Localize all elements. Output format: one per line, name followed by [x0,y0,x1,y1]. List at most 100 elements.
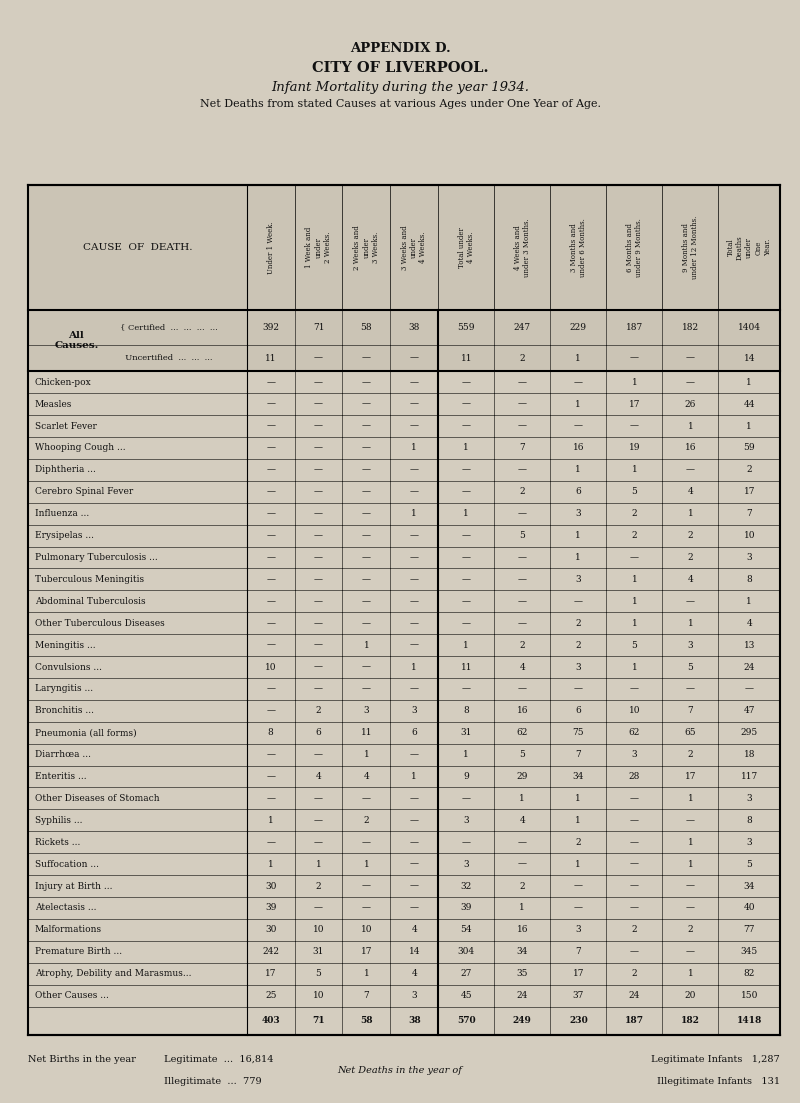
Text: —: — [630,838,639,847]
Text: Net Deaths from stated Causes at various Ages under One Year of Age.: Net Deaths from stated Causes at various… [199,99,601,109]
Text: 187: 187 [626,323,643,332]
Text: 20: 20 [685,992,696,1000]
Text: 17: 17 [265,970,277,978]
Text: —: — [630,816,639,825]
Text: 32: 32 [461,881,472,890]
Text: —: — [462,399,470,409]
Text: 559: 559 [458,323,475,332]
Text: —: — [314,553,323,563]
Text: 1: 1 [631,663,638,672]
Text: —: — [362,354,371,363]
Text: 26: 26 [685,399,696,409]
Text: —: — [518,619,526,628]
Text: 5: 5 [687,663,694,672]
Text: —: — [518,597,526,606]
Text: —: — [362,465,371,474]
Text: —: — [314,510,323,518]
Text: —: — [462,553,470,563]
Text: 1: 1 [463,641,469,650]
Text: 1: 1 [631,575,638,583]
Text: 31: 31 [313,947,324,956]
Text: Whooping Cough ...: Whooping Cough ... [34,443,125,452]
Text: 2: 2 [363,816,370,825]
Text: —: — [266,443,275,452]
Text: 17: 17 [743,488,755,496]
Text: —: — [266,575,275,583]
Text: 19: 19 [629,443,640,452]
Text: 11: 11 [461,354,472,363]
Text: 6: 6 [575,488,582,496]
Text: —: — [314,750,323,759]
Text: 65: 65 [685,728,696,737]
Text: 6: 6 [411,728,417,737]
Text: Other Causes ...: Other Causes ... [34,992,109,1000]
Text: Syphilis ...: Syphilis ... [34,816,82,825]
Text: 8: 8 [746,575,752,583]
Text: 2: 2 [575,619,581,628]
Text: —: — [518,838,526,847]
Text: —: — [266,488,275,496]
Text: 2: 2 [631,510,637,518]
Text: 17: 17 [685,772,696,781]
Text: —: — [266,465,275,474]
Text: 31: 31 [461,728,472,737]
Text: 1: 1 [631,619,638,628]
Text: —: — [686,465,695,474]
Text: —: — [686,354,695,363]
Text: 117: 117 [741,772,758,781]
Text: —: — [314,663,323,672]
Text: 2: 2 [631,970,637,978]
Text: Erysipelas ...: Erysipelas ... [34,532,94,540]
Text: 1: 1 [631,465,638,474]
Bar [28,185,780,310]
Text: 29: 29 [517,772,528,781]
Text: Other Tuberculous Diseases: Other Tuberculous Diseases [34,619,164,628]
Text: 403: 403 [262,1016,280,1026]
Text: —: — [410,881,418,890]
Text: 2: 2 [631,925,637,934]
Text: 7: 7 [687,706,694,716]
Text: —: — [362,378,371,387]
Text: 2: 2 [316,706,322,716]
Text: 4: 4 [746,619,752,628]
Text: 4: 4 [316,772,322,781]
Text: 570: 570 [457,1016,475,1026]
Text: 71: 71 [312,1016,325,1026]
Text: 58: 58 [361,323,372,332]
Text: Infant Mortality during the year 1934.: Infant Mortality during the year 1934. [271,81,529,94]
Text: 47: 47 [743,706,755,716]
Text: —: — [266,772,275,781]
Text: 37: 37 [573,992,584,1000]
Text: 2: 2 [688,532,694,540]
Text: —: — [362,663,371,672]
Text: —: — [686,378,695,387]
Text: —: — [518,685,526,694]
Text: —: — [314,378,323,387]
Text: 14: 14 [409,947,420,956]
Text: 27: 27 [461,970,472,978]
Text: —: — [630,553,639,563]
Text: Abdominal Tuberculosis: Abdominal Tuberculosis [34,597,145,606]
Text: 10: 10 [743,532,755,540]
Text: —: — [362,421,371,430]
Text: 1: 1 [575,794,582,803]
Text: —: — [462,685,470,694]
Text: Uncertified  ...  ...  ...: Uncertified ... ... ... [120,354,212,362]
Text: 6: 6 [575,706,582,716]
Text: —: — [410,597,418,606]
Text: —: — [462,532,470,540]
Text: —: — [314,421,323,430]
Text: 7: 7 [575,750,582,759]
Text: 3: 3 [411,706,417,716]
Text: Injury at Birth ...: Injury at Birth ... [34,881,112,890]
Text: —: — [518,575,526,583]
Text: —: — [745,685,754,694]
Text: Legitimate  ...  16,814: Legitimate ... 16,814 [164,1054,274,1063]
Text: —: — [266,510,275,518]
Text: 59: 59 [743,443,755,452]
Text: —: — [410,838,418,847]
Text: —: — [462,619,470,628]
Text: 25: 25 [265,992,277,1000]
Text: 1418: 1418 [737,1016,762,1026]
Text: —: — [410,575,418,583]
